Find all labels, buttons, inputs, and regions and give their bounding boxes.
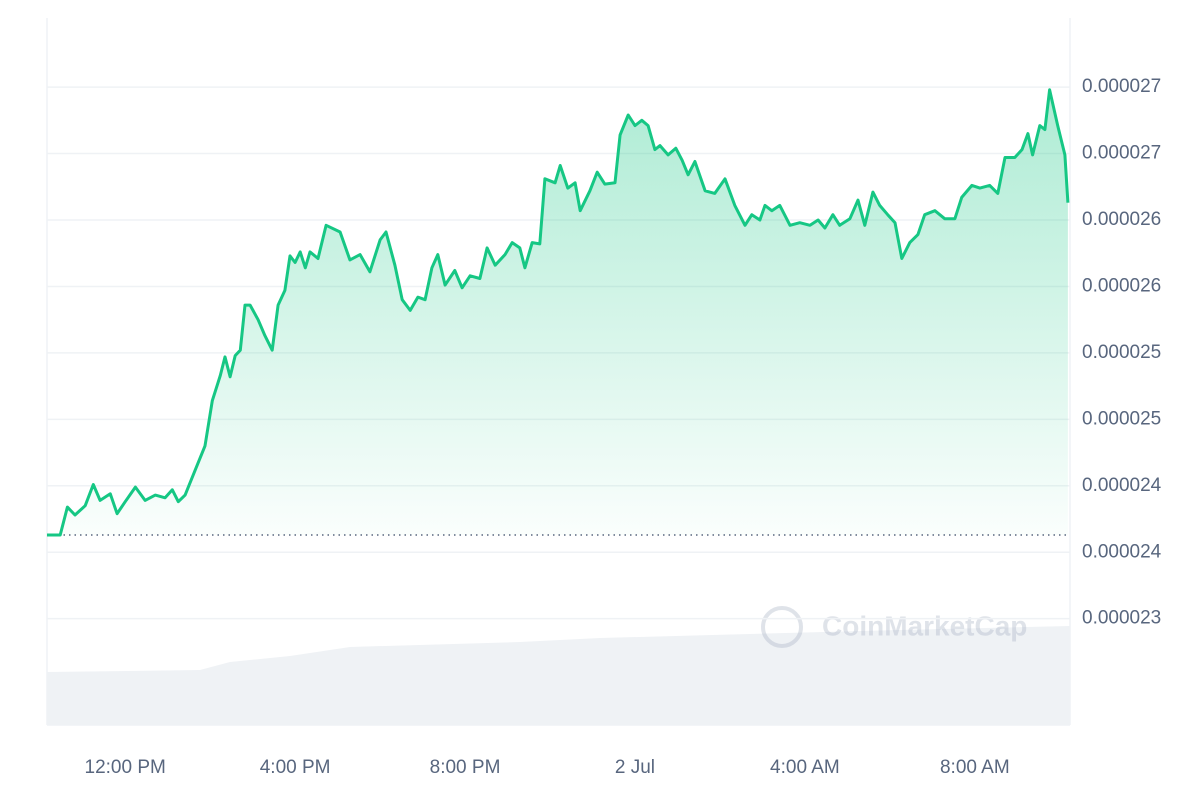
y-tick-label: 0.000026 [1082,209,1161,230]
volume-backdrop [47,626,1070,725]
y-tick-label: 0.000025 [1082,342,1161,363]
x-tick-label: 2 Jul [615,757,655,778]
y-tick-label: 0.000026 [1082,275,1161,296]
y-tick-label: 0.000023 [1082,608,1161,629]
x-tick-label: 12:00 PM [85,757,166,778]
area-fill [47,89,1068,536]
y-tick-label: 0.000025 [1082,408,1161,429]
x-tick-label: 4:00 AM [770,757,840,778]
y-tick-label: 0.000024 [1082,475,1162,496]
x-tick-label: 4:00 PM [260,757,331,778]
price-line [47,88,1070,537]
watermark-logo [761,606,803,648]
y-tick-label: 0.000027 [1082,76,1161,97]
x-tick-label: 8:00 AM [940,757,1010,778]
watermark: CoinMarketCap [761,606,1027,648]
y-tick-label: 0.000024 [1082,541,1162,562]
y-tick-label: 0.000027 [1082,143,1161,164]
x-tick-label: 8:00 PM [430,757,501,778]
watermark-text: CoinMarketCap [822,610,1027,641]
